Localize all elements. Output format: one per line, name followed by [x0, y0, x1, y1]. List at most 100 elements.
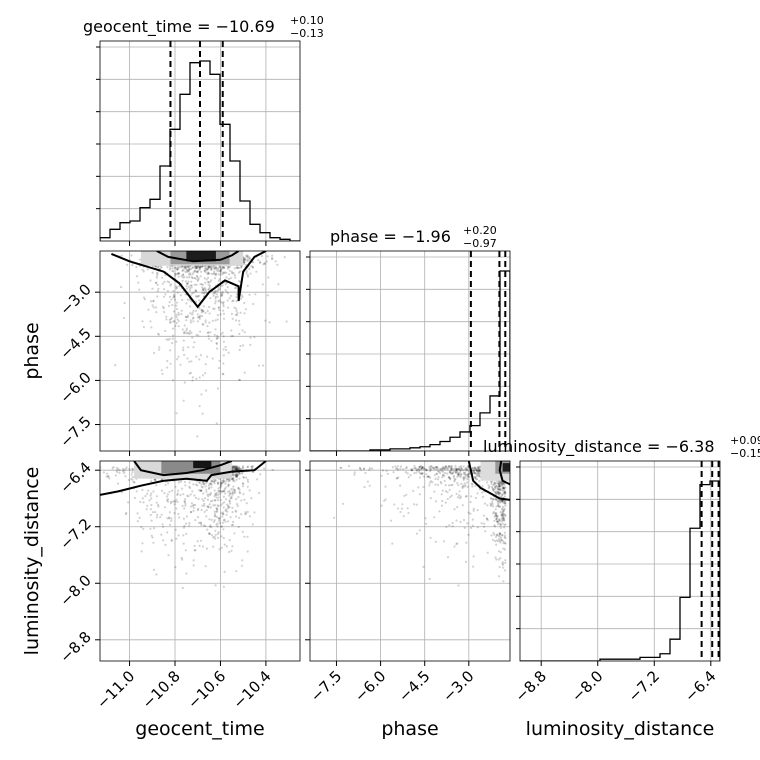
scatter-distance-vs-geocent-time-pt249: [219, 499, 222, 502]
scatter-distance-vs-geocent-time-pt1127: [164, 543, 167, 547]
scatter-phase-vs-geocent-time-pt426: [243, 257, 246, 261]
scatter-distance-vs-phase-pt17: [417, 470, 421, 473]
scatter-distance-vs-geocent-time-pt1066: [107, 475, 110, 478]
scatter-phase-vs-geocent-time-pt697: [216, 269, 219, 272]
scatter-distance-vs-phase-pt1369: [501, 514, 504, 517]
scatter-distance-vs-phase-pt1208: [415, 532, 419, 535]
scatter-distance-vs-phase-pt1116: [339, 466, 342, 469]
scatter-distance-vs-phase-pt228: [504, 491, 507, 495]
panel-distance-vs-geocent-time: [100, 461, 300, 661]
scatter-distance-vs-geocent-time-pt111: [121, 470, 124, 473]
scatter-phase-vs-geocent-time-pt1194: [271, 257, 274, 260]
scatter-distance-vs-phase-pt1075: [466, 522, 469, 525]
scatter-distance-vs-phase-pt1386: [502, 515, 505, 518]
scatter-distance-vs-phase-pt79: [429, 465, 432, 468]
scatter-distance-vs-geocent-time-pt250: [234, 468, 237, 471]
scatter-distance-vs-phase-pt357: [475, 468, 478, 471]
scatter-distance-vs-geocent-time-pt669: [159, 516, 162, 519]
scatter-distance-vs-phase-pt1321: [397, 468, 400, 471]
scatter-distance-vs-phase-pt1379: [464, 495, 467, 498]
scatter-distance-vs-geocent-time-pt1301: [196, 509, 199, 512]
scatter-phase-vs-geocent-time-pt1377: [177, 319, 180, 323]
scatter-distance-vs-geocent-time-pt368: [201, 498, 204, 501]
scatter-distance-vs-geocent-time-pt925: [246, 465, 249, 468]
scatter-distance-vs-phase-pt686: [406, 507, 409, 510]
scatter-distance-vs-phase-pt426: [496, 486, 499, 489]
scatter-distance-vs-geocent-time-pt101: [246, 510, 249, 513]
scatter-distance-vs-geocent-time-pt655: [131, 467, 134, 470]
y-tick-labels-phase: −7.5−6.0−4.5−3.0: [56, 280, 94, 451]
svg-text:luminosity_distance =: luminosity_distance = −6.38: [483, 437, 715, 457]
scatter-distance-vs-phase-pt875: [462, 465, 465, 468]
scatter-phase-vs-geocent-time-pt710: [192, 346, 195, 349]
scatter-distance-vs-geocent-time-pt548: [171, 500, 174, 503]
scatter-distance-vs-geocent-time-pt1033: [231, 477, 234, 481]
scatter-distance-vs-phase-pt1106: [359, 468, 363, 471]
scatter-phase-vs-geocent-time-pt1020: [227, 277, 231, 280]
scatter-phase-vs-geocent-time-pt812: [176, 268, 179, 271]
scatter-distance-vs-phase-pt669: [421, 465, 424, 468]
scatter-distance-vs-phase-pt277: [502, 509, 505, 512]
scatter-phase-vs-geocent-time-pt820: [207, 265, 210, 268]
scatter-distance-vs-geocent-time-pt1116: [194, 549, 197, 552]
scatter-distance-vs-phase-pt459: [498, 531, 501, 535]
scatter-distance-vs-geocent-time-pt343: [228, 489, 231, 493]
scatter-distance-vs-phase-pt442: [436, 478, 439, 481]
scatter-phase-vs-geocent-time-pt1180: [184, 280, 188, 283]
scatter-distance-vs-phase-pt1276: [474, 476, 477, 479]
scatter-distance-vs-geocent-time-pt1234: [213, 510, 216, 513]
scatter-distance-vs-phase-pt697: [450, 468, 454, 471]
scatter-phase-vs-geocent-time-pt704: [175, 340, 178, 343]
scatter-phase-vs-geocent-time-pt272: [192, 309, 195, 312]
scatter-phase-vs-geocent-time-pt132: [161, 372, 164, 375]
scatter-distance-vs-geocent-time-pt640: [167, 554, 170, 557]
scatter-distance-vs-phase-pt960: [495, 505, 498, 508]
scatter-distance-vs-geocent-time-pt361: [133, 481, 136, 484]
title-geocent-time-eq: =: [197, 17, 216, 36]
scatter-distance-vs-phase-pt1373: [410, 469, 414, 472]
scatter-phase-vs-geocent-time-pt1195: [159, 265, 162, 268]
scatter-distance-vs-phase-pt828: [421, 466, 424, 469]
scatter-distance-vs-phase-pt185: [501, 513, 504, 516]
scatter-phase-vs-geocent-time-pt446: [254, 293, 257, 296]
scatter-distance-vs-phase: [333, 464, 507, 587]
scatter-distance-vs-phase-pt370: [468, 475, 471, 479]
panel-phase-hist: [310, 251, 510, 451]
scatter-distance-vs-geocent-time-pt807: [216, 525, 219, 528]
scatter-distance-vs-geocent-time-pt1197: [210, 534, 214, 537]
scatter-distance-vs-geocent-time-pt979: [222, 536, 225, 540]
scatter-distance-vs-phase-pt1087: [410, 468, 413, 471]
scatter-distance-vs-phase-pt781: [486, 504, 489, 507]
scatter-distance-vs-geocent-time-pt168: [205, 490, 208, 493]
scatter-distance-vs-geocent-time-pt758: [222, 480, 225, 483]
scatter-phase-vs-geocent-time-pt659: [195, 267, 198, 270]
scatter-phase-vs-geocent-time-pt1299: [212, 272, 215, 276]
scatter-distance-vs-phase-pt264: [415, 503, 418, 506]
scatter-distance-vs-phase-pt1171: [443, 474, 446, 477]
scatter-distance-vs-phase-pt795: [502, 487, 505, 490]
quantile-lines-luminosity-distance: [700, 461, 720, 661]
scatter-phase-vs-geocent-time-pt963: [186, 282, 189, 285]
scatter-distance-vs-geocent-time-pt651: [235, 510, 238, 513]
scatter-distance-vs-geocent-time-pt49: [222, 528, 225, 531]
scatter-phase-vs-geocent-time-pt44: [179, 294, 182, 297]
scatter-distance-vs-phase-pt1038: [464, 471, 467, 474]
scatter-distance-vs-geocent-time-pt1364: [251, 465, 254, 468]
x-tick-geocent_time-2: −10.6: [184, 667, 229, 712]
scatter-distance-vs-geocent-time-pt192: [236, 474, 239, 477]
scatter-distance-vs-geocent-time-pt461: [271, 468, 274, 472]
scatter-distance-vs-phase-pt434: [399, 510, 402, 514]
scatter-distance-vs-phase-pt708: [495, 491, 498, 494]
scatter-phase-vs-geocent-time-pt929: [260, 254, 263, 258]
scatter-phase-vs-geocent-time-pt1382: [175, 267, 178, 270]
scatter-distance-vs-phase-pt1384: [454, 471, 458, 474]
scatter-distance-vs-phase-pt454: [476, 509, 479, 512]
scatter-distance-vs-phase-pt945: [454, 477, 457, 481]
scatter-phase-vs-geocent-time-pt506: [155, 276, 158, 279]
scatter-distance-vs-phase-pt1238: [482, 495, 485, 499]
scatter-distance-vs-geocent-time-pt837: [234, 473, 237, 476]
scatter-distance-vs-phase-pt245: [495, 484, 498, 488]
scatter-distance-vs-phase-pt200: [490, 483, 493, 486]
scatter-distance-vs-geocent-time-pt1384: [212, 504, 215, 507]
scatter-distance-vs-geocent-time-pt1155: [220, 535, 223, 538]
